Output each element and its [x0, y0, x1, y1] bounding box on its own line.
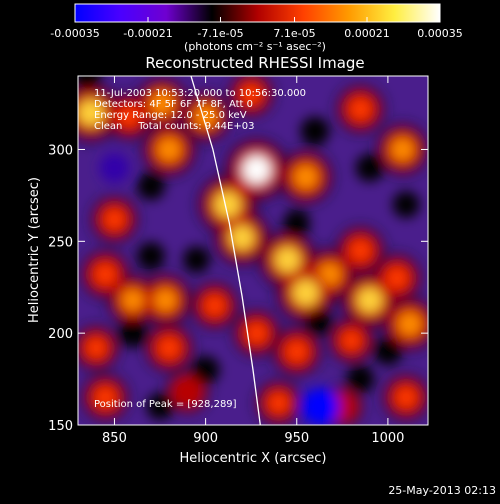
- heatmap-source: [292, 279, 319, 306]
- heatmap-source: [150, 92, 174, 115]
- heatmap-source: [78, 99, 104, 126]
- heatmap-source-negative: [305, 308, 333, 336]
- y-tick-label: 300: [48, 143, 73, 158]
- axis-ticks: 850 900 950 1000 150 200 250 300: [48, 76, 428, 446]
- heatmap-source: [357, 287, 383, 313]
- y-tick-label: 150: [48, 419, 73, 434]
- heatmap-source: [386, 267, 408, 289]
- heatmap-source-negative: [355, 153, 384, 182]
- x-tick-label: 900: [193, 431, 218, 446]
- x-axis-label: Heliocentric X (arcsec): [180, 451, 327, 466]
- heatmap-source: [269, 393, 289, 413]
- heatmap-source: [154, 288, 177, 312]
- heatmap-source-negative: [78, 76, 102, 90]
- heatmap-source: [350, 240, 371, 261]
- heatmap-source: [241, 84, 261, 104]
- heatmap-source-negative: [346, 365, 375, 394]
- heatmap-source-negative: [146, 393, 174, 421]
- heatmap-source-negative: [99, 152, 130, 183]
- colorbar-tick-label: -7.1e-05: [197, 27, 243, 40]
- heatmap-source: [398, 312, 422, 336]
- x-tick-label: 850: [102, 431, 127, 446]
- heatmap-sources: [78, 76, 428, 425]
- heatmap-source-negative: [136, 172, 165, 201]
- y-axis-label: Heliocentric Y (arcsec): [27, 177, 42, 323]
- colorbar-ticks: -0.00035 -0.00021 -7.1e-05 7.1e-05 0.00021 0.…: [50, 17, 463, 40]
- heatmap-source: [294, 165, 318, 189]
- heatmap-source: [350, 98, 371, 120]
- y-tick-label: 250: [48, 235, 73, 250]
- heatmap-source: [194, 105, 217, 128]
- heatmap-source: [204, 295, 225, 316]
- heatmap-source: [229, 225, 255, 250]
- heatmap-source: [119, 106, 139, 127]
- heatmap-source-negative: [392, 191, 420, 219]
- heatmap-source: [396, 387, 417, 408]
- heatmap-source: [214, 191, 241, 218]
- annotation-time-range: 11-Jul-2003 10:53:20.000 to 10:56:30.000: [94, 88, 306, 99]
- heatmap-source: [178, 382, 197, 401]
- heatmap-source-negative: [118, 318, 148, 348]
- plot-frame: [77, 75, 429, 426]
- annotation-clean-counts: Clean Total counts: 9.44E+03: [94, 121, 254, 132]
- colorbar-tick-label: 0.00021: [344, 27, 390, 40]
- heatmap-source: [242, 155, 271, 184]
- colorbar-tick-label: -0.00035: [50, 27, 99, 40]
- heatmap-source: [95, 387, 116, 408]
- heatmap-source: [104, 209, 125, 230]
- heatmap-source-negative: [182, 246, 210, 274]
- y-tick-label: 200: [48, 327, 73, 342]
- heatmap-source: [274, 247, 301, 273]
- heatmap-source-negative: [283, 209, 311, 237]
- heatmap-source: [341, 331, 361, 351]
- colorbar-tick-label: 7.1e-05: [273, 27, 315, 40]
- x-tick-label: 950: [284, 431, 309, 446]
- heatmap-source-negative: [373, 337, 402, 366]
- heatmap-source-negative: [191, 355, 220, 384]
- colorbar-tick-label: -0.00021: [123, 27, 172, 40]
- render-timestamp: 25-May-2013 02:13: [388, 484, 496, 497]
- chart-title: Reconstructed RHESSI Image: [145, 54, 364, 72]
- colorbar-tick-label: 0.00035: [417, 27, 463, 40]
- heatmap-source: [86, 338, 106, 358]
- heatmap-source: [121, 289, 144, 311]
- heatmap-source: [246, 323, 267, 344]
- x-tick-label: 1000: [371, 431, 404, 446]
- peak-position-label: Position of Peak = [928,289]: [94, 399, 237, 410]
- heatmap-source: [286, 341, 308, 362]
- heatmap-source: [391, 138, 414, 161]
- heatmap-source-negative: [300, 116, 330, 146]
- colorbar: [74, 3, 441, 23]
- solar-limb-curve: [190, 76, 261, 425]
- annotation-energy-range: Energy Range: 12.0 - 25.0 keV: [94, 110, 247, 121]
- colorbar-units-label: (photons cm⁻² s⁻¹ asec⁻²): [184, 40, 326, 53]
- heatmap-source: [158, 337, 180, 359]
- heatmap-source: [157, 137, 181, 162]
- heatmap-source-negative: [136, 242, 165, 271]
- annotation-detectors: Detectors: 4F 5F 6F 7F 8F, Att 0: [94, 99, 253, 110]
- heatmap-source-negative: [301, 387, 340, 425]
- heatmap-source: [94, 263, 116, 285]
